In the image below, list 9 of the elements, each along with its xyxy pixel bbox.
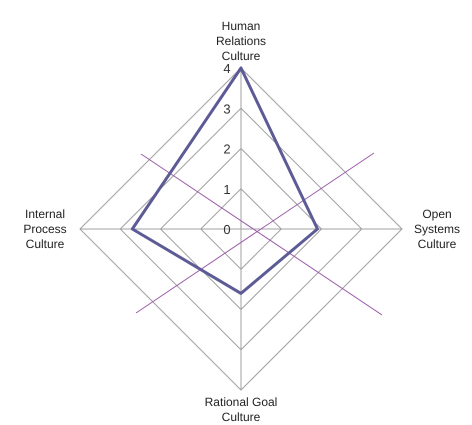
y-tick-label: 4: [223, 61, 231, 76]
spoke-label: Open Systems Culture: [414, 207, 460, 251]
y-tick-label: 3: [223, 101, 231, 116]
y-tick-label: 2: [223, 142, 231, 156]
spoke-label: Rational Goal Culture: [204, 395, 278, 424]
spoke-label: Internal Process Culture: [23, 207, 67, 251]
y-tick-label: 1: [223, 182, 231, 197]
spoke-label: Human Relations Culture: [216, 19, 266, 63]
y-tick-label: 0: [223, 222, 231, 237]
